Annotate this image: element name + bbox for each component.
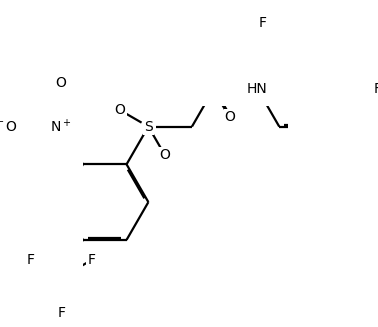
Text: HN: HN [247, 82, 268, 96]
Text: O: O [56, 76, 67, 90]
Text: O: O [115, 103, 125, 117]
Text: N$^+$: N$^+$ [50, 118, 72, 135]
Text: $^-$O: $^-$O [0, 120, 17, 133]
Text: F: F [259, 16, 267, 30]
Text: F: F [27, 253, 35, 267]
Text: F: F [373, 82, 378, 96]
Text: F: F [57, 305, 65, 319]
Text: F: F [87, 253, 95, 267]
Text: S: S [144, 120, 153, 133]
Text: O: O [159, 148, 170, 162]
Text: O: O [225, 110, 235, 124]
